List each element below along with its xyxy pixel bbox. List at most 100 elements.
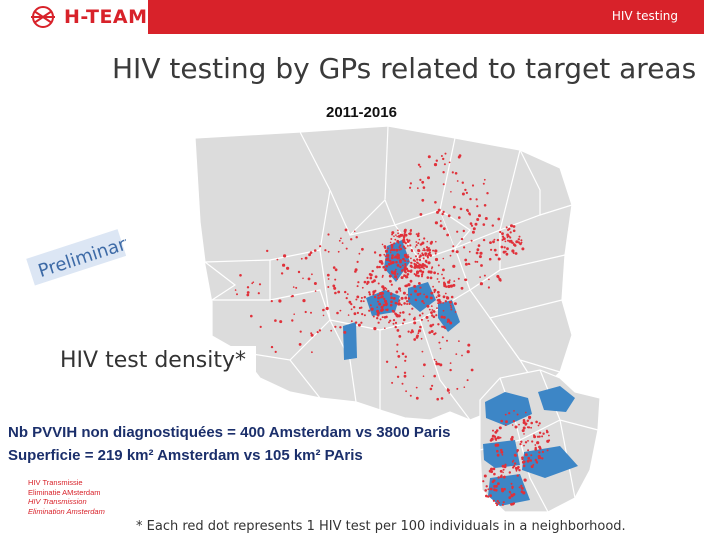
test-dot [251, 282, 254, 285]
test-dot [500, 245, 504, 249]
test-dot [462, 229, 465, 233]
test-dot [431, 267, 433, 270]
test-dot [542, 432, 545, 435]
test-dot [392, 248, 396, 252]
test-dot [394, 301, 398, 305]
test-dot [485, 494, 488, 498]
test-dot [395, 248, 399, 252]
test-dot [423, 302, 425, 304]
test-dot [246, 293, 250, 297]
test-dot [536, 441, 540, 445]
test-dot [521, 247, 525, 251]
test-dot [425, 295, 429, 299]
test-dot [378, 265, 381, 269]
test-dot [363, 280, 367, 284]
test-dot [397, 254, 400, 257]
test-dot [239, 274, 242, 277]
test-dot [373, 295, 377, 299]
test-dot [393, 256, 397, 259]
test-dot [442, 171, 445, 174]
test-dot [382, 265, 386, 269]
test-dot [449, 304, 452, 307]
test-dot [376, 309, 380, 313]
test-dot [334, 291, 337, 295]
test-dot [390, 245, 394, 249]
test-dot [350, 320, 353, 323]
test-dot [428, 251, 431, 254]
test-dot [436, 290, 440, 294]
test-dot [346, 293, 349, 295]
test-dot [384, 268, 387, 272]
test-dot [387, 289, 390, 293]
test-dot [290, 295, 293, 298]
test-dot [339, 326, 342, 329]
test-dot [418, 314, 422, 317]
test-dot [398, 287, 401, 291]
test-dot [388, 321, 390, 324]
test-dot [506, 236, 509, 239]
test-dot [383, 245, 387, 248]
test-dot [427, 155, 431, 159]
test-dot [426, 248, 430, 252]
test-dot [531, 440, 534, 443]
test-dot [322, 308, 325, 312]
test-dot [446, 339, 448, 342]
test-dot [522, 426, 526, 430]
test-dot [501, 503, 504, 506]
test-dot [406, 300, 409, 303]
test-dot [406, 240, 410, 243]
density-label: HIV test density* [40, 346, 256, 375]
test-dot [377, 282, 380, 285]
test-dot [450, 191, 452, 193]
test-dot [440, 397, 444, 400]
test-dot [419, 292, 422, 295]
test-dot [464, 278, 468, 282]
test-dot [520, 486, 524, 490]
test-dot [385, 264, 389, 268]
test-dot [447, 214, 451, 218]
test-dot [420, 273, 424, 276]
test-dot [504, 413, 507, 416]
test-dot [409, 270, 413, 273]
test-dot [449, 321, 453, 325]
test-dot [258, 283, 262, 286]
test-dot [313, 249, 317, 252]
test-dot [518, 486, 521, 489]
test-dot [356, 311, 359, 314]
test-dot [505, 226, 508, 229]
test-dot [308, 253, 311, 257]
test-dot [398, 248, 401, 251]
test-dot [434, 257, 439, 262]
test-dot [515, 240, 519, 244]
test-dot [430, 311, 433, 314]
test-dot [399, 290, 402, 292]
test-dot [250, 314, 253, 318]
test-dot [304, 310, 307, 314]
test-dot [396, 256, 400, 260]
test-dot [528, 417, 531, 420]
test-dot [496, 500, 499, 503]
test-dot [393, 272, 397, 276]
test-dot [292, 286, 295, 288]
test-dot [377, 294, 380, 297]
test-dot [470, 368, 474, 372]
test-dot [516, 449, 519, 452]
test-dot [326, 273, 330, 277]
test-dot [548, 434, 550, 437]
test-dot [411, 250, 414, 253]
test-dot [274, 319, 277, 322]
test-dot [409, 186, 412, 189]
test-dot [496, 449, 499, 453]
test-dot [337, 290, 341, 294]
test-dot [505, 252, 509, 256]
test-dot [394, 275, 398, 279]
test-dot [354, 321, 358, 324]
test-dot [546, 430, 549, 434]
test-dot [408, 302, 411, 305]
test-dot [432, 310, 436, 313]
test-dot [522, 420, 526, 425]
test-dot [418, 258, 422, 262]
test-dot [257, 292, 260, 295]
test-dot [280, 272, 284, 275]
test-dot [391, 381, 394, 384]
